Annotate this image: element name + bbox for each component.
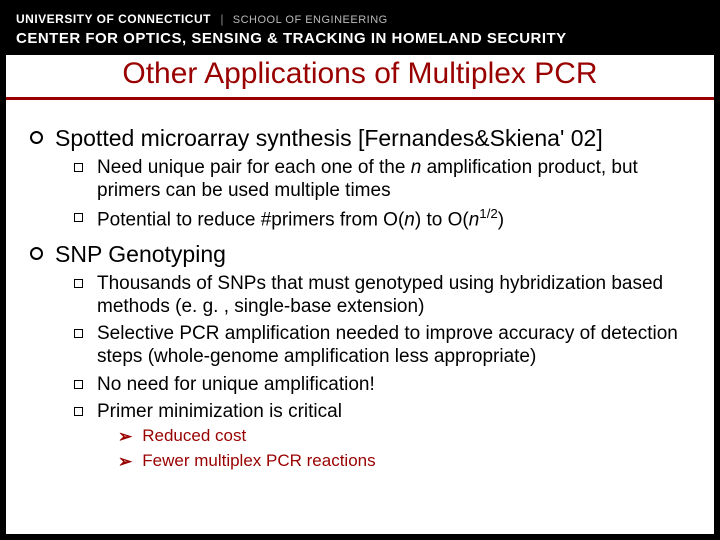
center-name: CENTER FOR OPTICS, SENSING & TRACKING IN… xyxy=(16,30,704,47)
bullet-text: Potential to reduce #primers from O(n) t… xyxy=(97,206,504,232)
chevron-bullet-icon: ➢ xyxy=(118,427,132,448)
bullet-level1: Spotted microarray synthesis [Fernandes&… xyxy=(30,124,690,152)
bullet-level2: Selective PCR amplification needed to im… xyxy=(74,322,690,368)
slide-body: Spotted microarray synthesis [Fernandes&… xyxy=(6,100,714,483)
bullet-level1: SNP Genotyping xyxy=(30,240,690,268)
square-bullet-icon xyxy=(74,329,83,338)
header-line1: UNIVERSITY OF CONNECTICUT | SCHOOL OF EN… xyxy=(16,12,704,26)
square-bullet-icon xyxy=(74,213,83,222)
square-bullet-icon xyxy=(74,407,83,416)
bullet-level3: ➢ Reduced cost xyxy=(118,426,690,448)
slide-title: Other Applications of Multiplex PCR xyxy=(16,57,704,91)
square-bullet-icon xyxy=(74,380,83,389)
bullet-level2: Need unique pair for each one of the n a… xyxy=(74,156,690,202)
circle-bullet-icon xyxy=(30,131,43,144)
slide: UNIVERSITY OF CONNECTICUT | SCHOOL OF EN… xyxy=(0,0,720,540)
bullet-text: No need for unique amplification! xyxy=(97,373,375,396)
bullet-level2: No need for unique amplification! xyxy=(74,373,690,396)
circle-bullet-icon xyxy=(30,247,43,260)
bullet-text: Reduced cost xyxy=(142,426,246,448)
title-area: Other Applications of Multiplex PCR xyxy=(6,55,714,95)
bullet-text: Spotted microarray synthesis [Fernandes&… xyxy=(55,124,603,152)
chevron-bullet-icon: ➢ xyxy=(118,452,132,473)
header-divider: | xyxy=(220,12,223,26)
school-name: SCHOOL OF ENGINEERING xyxy=(233,14,388,26)
bullet-level3: ➢ Fewer multiplex PCR reactions xyxy=(118,451,690,473)
slide-header: UNIVERSITY OF CONNECTICUT | SCHOOL OF EN… xyxy=(6,6,714,55)
bullet-text: Primer minimization is critical xyxy=(97,400,342,423)
bullet-text: Thousands of SNPs that must genotyped us… xyxy=(97,272,690,318)
square-bullet-icon xyxy=(74,163,83,172)
bullet-level2: Thousands of SNPs that must genotyped us… xyxy=(74,272,690,318)
bullet-text: Need unique pair for each one of the n a… xyxy=(97,156,690,202)
bullet-text: Fewer multiplex PCR reactions xyxy=(142,451,375,473)
university-name: UNIVERSITY OF CONNECTICUT xyxy=(16,12,211,26)
square-bullet-icon xyxy=(74,279,83,288)
bullet-text: SNP Genotyping xyxy=(55,240,226,268)
bullet-text: Selective PCR amplification needed to im… xyxy=(97,322,690,368)
bullet-level2: Primer minimization is critical xyxy=(74,400,690,423)
bullet-level2: Potential to reduce #primers from O(n) t… xyxy=(74,206,690,232)
